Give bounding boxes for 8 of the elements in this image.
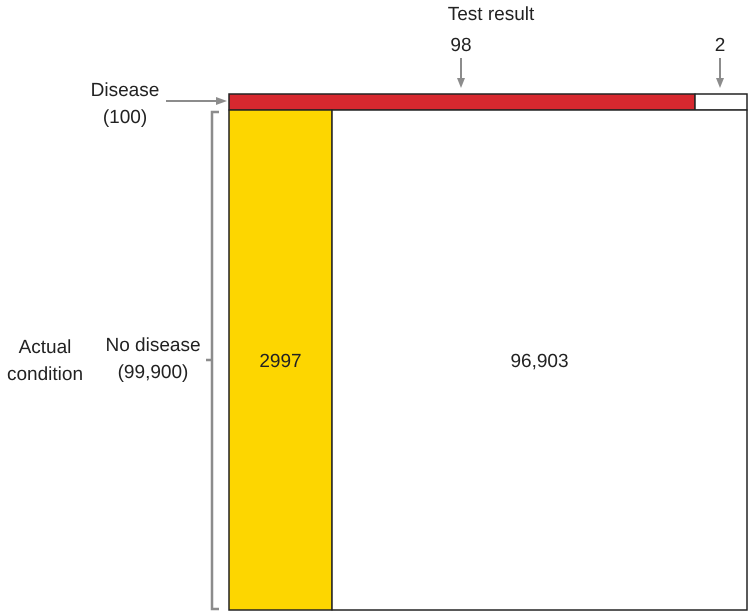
category-label: Disease (100): [90, 80, 160, 128]
text: Test result: [448, 4, 536, 25]
data-label: 96,903: [510, 351, 569, 372]
data-label: 98: [450, 35, 472, 56]
text: Actual condition: [6, 337, 84, 385]
data-label: 2997: [259, 351, 302, 372]
category-label: No disease (99,900): [105, 335, 201, 383]
data-label: 2: [714, 35, 726, 56]
